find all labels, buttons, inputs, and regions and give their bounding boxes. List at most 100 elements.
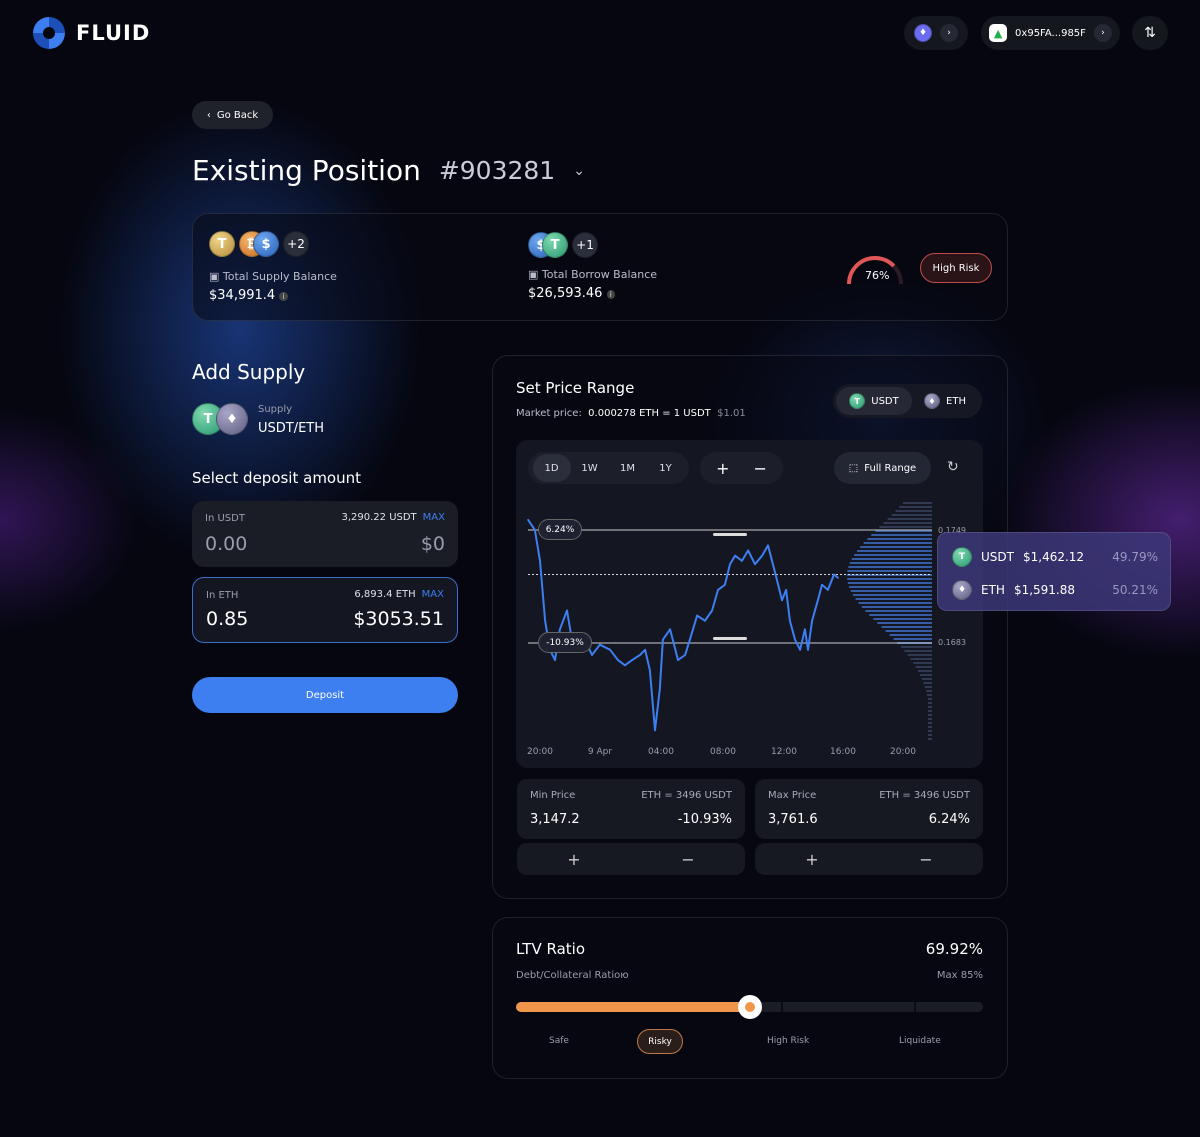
liquidity-bar <box>851 558 932 560</box>
liquidity-bar <box>877 622 932 624</box>
price-point <box>649 669 651 672</box>
price-point <box>729 563 731 566</box>
plus-icon[interactable]: + <box>567 849 581 869</box>
price-point <box>669 628 671 631</box>
liquidity-bar <box>899 506 932 508</box>
liquidity-bar <box>924 686 932 688</box>
borrow-label: ▣ Total Borrow Balance <box>528 268 658 281</box>
liquidity-bar <box>885 630 932 632</box>
liquidity-bar <box>879 526 932 528</box>
token-usdt-tab[interactable]: T USDT <box>836 387 912 415</box>
timeframe-1m[interactable]: 1M <box>620 462 635 474</box>
go-back-button[interactable]: ‹ Go Back <box>192 101 273 129</box>
borrow-tokens: $ T +1 <box>528 232 598 258</box>
supply-value: $34,991.4 i <box>209 288 288 303</box>
ltv-slider-handle[interactable] <box>737 995 762 1019</box>
price-chart <box>527 502 932 740</box>
upper-range-badge[interactable]: 6.24% <box>538 519 582 540</box>
price-point <box>827 589 829 591</box>
eth-icon: ♦ <box>952 580 972 600</box>
liquidity-bar <box>889 634 932 636</box>
liquidity-bar <box>904 650 932 652</box>
lower-range-badge[interactable]: -10.93% <box>538 632 592 653</box>
supply-tokens: T ₿ $ +2 <box>209 231 309 257</box>
liquidity-bar <box>849 586 932 588</box>
wallet-avatar-icon: ▲ <box>989 24 1008 42</box>
position-summary: T ₿ $ +2 ▣ Total Supply Balance $34,991.4… <box>192 213 1008 321</box>
liquidity-bar <box>928 726 932 728</box>
timeframe-1w[interactable]: 1W <box>581 462 598 474</box>
liquidity-bar <box>928 710 932 712</box>
more-tokens-badge[interactable]: +1 <box>572 232 598 258</box>
info-icon[interactable]: i <box>606 290 615 299</box>
liquidity-bar <box>920 674 932 676</box>
chevron-down-icon[interactable]: ⌄ <box>573 162 585 179</box>
wallet-address: 0x95FA...985F <box>1015 27 1086 39</box>
zone-high-risk: High Risk <box>767 1036 810 1046</box>
timeframe-1y[interactable]: 1Y <box>659 462 672 474</box>
plus-icon[interactable]: + <box>805 849 819 869</box>
full-range-button[interactable]: ⬚ Full Range <box>834 452 931 484</box>
wallet-button[interactable]: ▲ 0x95FA...985F › <box>981 16 1120 50</box>
liquidity-bar <box>863 542 932 544</box>
minus-icon[interactable]: − <box>919 849 933 869</box>
eth-amount-input[interactable]: In ETH 6,893.4 ETH MAX 0.85 $3053.51 <box>192 577 458 643</box>
refresh-icon[interactable]: ↻ <box>947 459 959 475</box>
minus-icon[interactable]: − <box>681 849 695 869</box>
x-tick: 04:00 <box>648 747 674 757</box>
liquidity-bar <box>855 598 932 600</box>
liquidity-bar <box>915 666 932 668</box>
zoom-out-icon[interactable]: − <box>753 458 767 478</box>
liquidity-bar <box>910 658 932 660</box>
more-tokens-badge[interactable]: +2 <box>283 231 309 257</box>
lower-drag-handle[interactable] <box>713 637 747 640</box>
liquidity-bar <box>913 662 932 664</box>
max-price-box[interactable]: Max Price ETH = 3496 USDT 3,761.6 6.24% <box>755 779 983 839</box>
deposit-button[interactable]: Deposit <box>192 677 458 713</box>
liquidity-bar <box>928 706 932 708</box>
min-price-box[interactable]: Min Price ETH = 3496 USDT 3,147.2 -10.93% <box>517 779 745 839</box>
price-line <box>527 519 839 732</box>
price-point <box>689 638 691 641</box>
max-button[interactable]: MAX <box>421 589 444 600</box>
x-tick: 20:00 <box>890 747 916 757</box>
logo[interactable]: FLUID <box>32 16 150 50</box>
usdt-icon: T <box>849 393 866 409</box>
liquidity-bar <box>847 582 932 584</box>
chevron-right-icon: › <box>940 24 958 42</box>
risk-badge: High Risk <box>920 253 992 283</box>
usdt-amount-input[interactable]: In USDT 3,290.22 USDT MAX 0.00 $0 <box>192 501 458 567</box>
timeframe-1d[interactable]: 1D <box>532 454 571 482</box>
y-tick-upper: 0.1749 <box>938 526 966 535</box>
position-id[interactable]: #903281 <box>438 156 556 185</box>
usdt-icon: T <box>209 231 235 257</box>
price-point <box>704 619 706 622</box>
liquidity-bar <box>847 570 932 572</box>
settings-button[interactable]: ⇅ <box>1132 16 1168 50</box>
liquidity-bar <box>871 534 932 536</box>
liquidity-bar <box>900 646 932 648</box>
liquidity-bar <box>881 626 932 628</box>
balance: 3,290.22 USDT MAX <box>341 512 445 523</box>
amount-value[interactable]: 0.00 <box>205 533 248 555</box>
supply-label: Supply <box>258 404 293 415</box>
max-button[interactable]: MAX <box>422 512 445 523</box>
price-point <box>821 583 823 586</box>
ltv-title: LTV Ratio <box>516 940 585 958</box>
price-point <box>696 614 698 617</box>
zoom-in-icon[interactable]: + <box>716 458 730 478</box>
token-eth-tab[interactable]: ♦ ETH <box>912 387 978 415</box>
liquidity-bar <box>873 618 932 620</box>
market-price: Market price: 0.000278 ETH = 1 USDT $1.0… <box>516 408 746 419</box>
amount-value[interactable]: 0.85 <box>206 608 249 630</box>
usdt-icon: T <box>542 232 568 258</box>
liquidity-bar <box>928 738 932 740</box>
info-icon[interactable]: i <box>279 292 288 301</box>
liquidity-bar <box>902 502 932 504</box>
liquidity-bar <box>849 562 932 564</box>
upper-drag-handle[interactable] <box>713 533 747 536</box>
liquidity-bar <box>918 670 932 672</box>
liquidity-bar <box>860 546 932 548</box>
network-selector[interactable]: ♦ › <box>904 16 968 50</box>
deposit-title: Select deposit amount <box>192 469 361 487</box>
